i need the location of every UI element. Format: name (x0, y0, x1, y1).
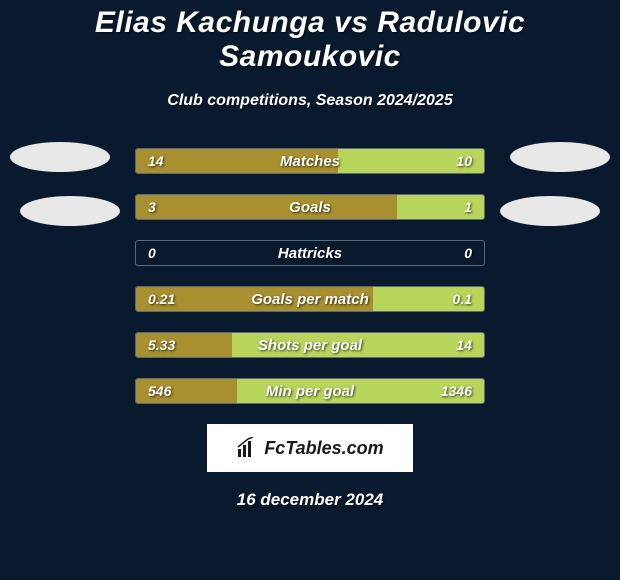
stat-row: 31Goals (135, 194, 485, 220)
stat-row: 1410Matches (135, 148, 485, 174)
stat-value-right: 0 (452, 241, 484, 265)
player-left-avatar-shadow (20, 196, 120, 226)
stat-row: 5461346Min per goal (135, 378, 485, 404)
subtitle: Club competitions, Season 2024/2025 (0, 92, 620, 110)
stat-value-left: 3 (136, 195, 168, 219)
stat-value-right: 0.1 (441, 287, 484, 311)
stat-value-right: 14 (444, 333, 484, 357)
bar-fill-left (136, 195, 397, 219)
player-left-avatar (10, 142, 110, 172)
stat-value-left: 14 (136, 149, 176, 173)
stat-name-label: Hattricks (136, 241, 484, 265)
player-right-avatar (510, 142, 610, 172)
comparison-chart: 1410Matches31Goals00Hattricks0.210.1Goal… (0, 148, 620, 404)
stat-value-left: 5.33 (136, 333, 187, 357)
stat-row: 5.3314Shots per goal (135, 332, 485, 358)
stat-value-left: 546 (136, 379, 183, 403)
stat-value-left: 0.21 (136, 287, 187, 311)
stat-row: 0 0Hattricks (135, 240, 485, 266)
stat-value-right: 1 (452, 195, 484, 219)
stat-rows: 1410Matches31Goals00Hattricks0.210.1Goal… (135, 148, 485, 404)
date-label: 16 december 2024 (0, 490, 620, 510)
stat-value-right: 10 (444, 149, 484, 173)
stat-value-left: 0 (136, 241, 168, 265)
brand-text: FcTables.com (264, 438, 383, 459)
brand-logo-icon (236, 437, 258, 459)
player-right-avatar-shadow (500, 196, 600, 226)
brand-badge: FcTables.com (207, 424, 413, 472)
page-title: Elias Kachunga vs Radulovic Samoukovic (0, 6, 620, 74)
stat-row: 0.210.1Goals per match (135, 286, 485, 312)
stat-value-right: 1346 (429, 379, 484, 403)
